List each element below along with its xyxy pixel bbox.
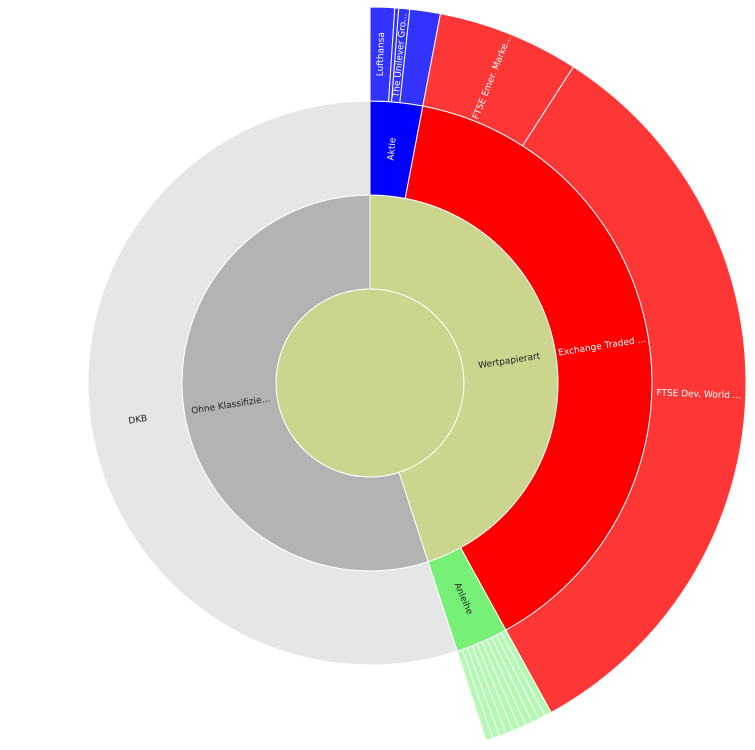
segment-label: FTSE Dev. World ... <box>656 388 741 401</box>
segment-label: DKB <box>128 414 148 427</box>
segment-label: Lufthansa <box>376 32 387 77</box>
segment-label: Aktie <box>387 137 399 161</box>
sunburst-segment <box>505 66 747 714</box>
sunburst-segment <box>87 100 458 666</box>
sunburst-center <box>275 288 465 478</box>
